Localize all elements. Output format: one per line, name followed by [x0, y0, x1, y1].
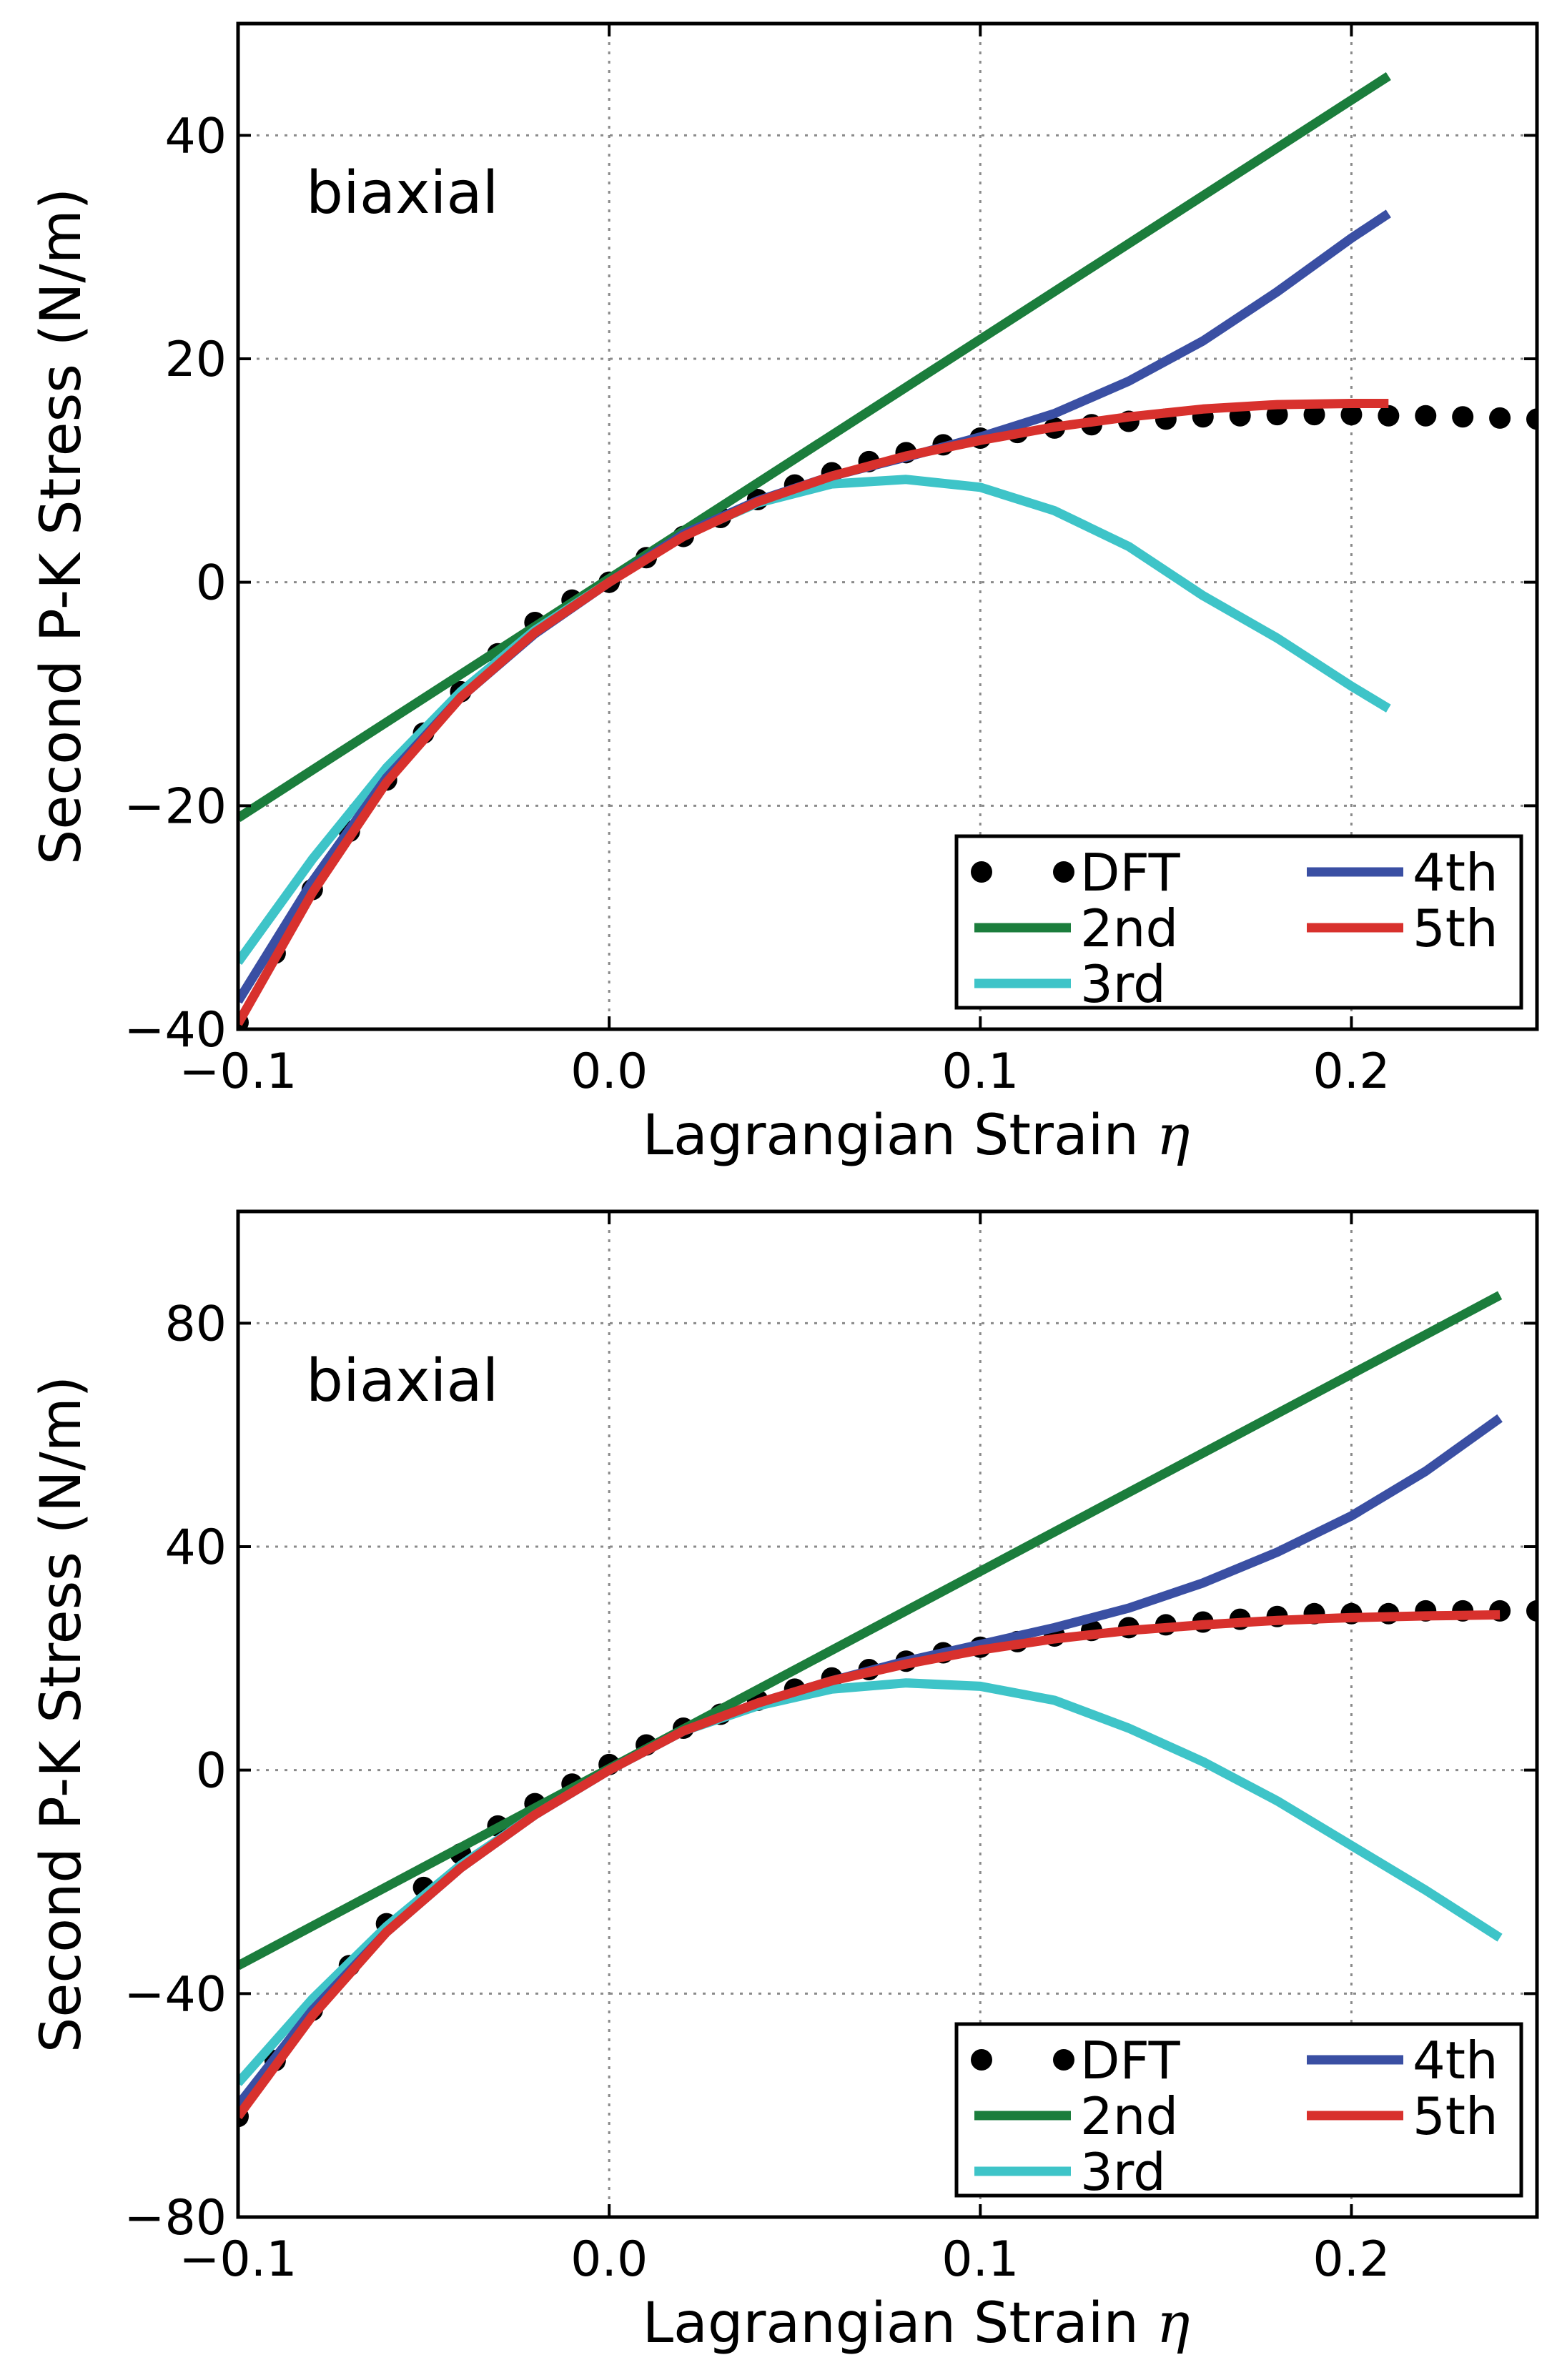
- x-axis-label: Lagrangian Strain η: [643, 1104, 1190, 1168]
- legend-marker: [1053, 2049, 1074, 2071]
- y-tick-label: −20: [124, 778, 227, 835]
- legend-label: 5th: [1413, 898, 1498, 958]
- y-tick-label: 20: [164, 332, 227, 388]
- legend-entry-dft: DFT: [971, 843, 1181, 903]
- x-tick-label: 0.2: [1313, 1043, 1390, 1100]
- legend-label: 3rd: [1080, 954, 1166, 1014]
- dft-point: [1489, 407, 1511, 429]
- legend-marker: [1053, 861, 1074, 883]
- legend-label: DFT: [1080, 843, 1181, 903]
- series-2nd-line: [238, 1291, 1503, 1970]
- legend-entry-2nd: 2nd: [974, 898, 1178, 958]
- legend-entry-5th: 5th: [1307, 2086, 1498, 2146]
- x-axis-label: Lagrangian Strain η: [643, 2291, 1190, 2356]
- y-tick-label: −80: [124, 2190, 227, 2246]
- x-tick-label: 0.1: [941, 2231, 1019, 2288]
- series-2nd-line: [238, 72, 1391, 822]
- legend-label: 4th: [1413, 2031, 1498, 2091]
- chart-panel-2: −0.1 0.0 0.1 0.2 −80 −40 0 40 80 Lagrangian Strai…: [29, 1209, 1539, 2356]
- dft-point: [1452, 406, 1474, 428]
- x-tick-label: 0.1: [941, 1043, 1019, 1100]
- y-tick-label: 80: [164, 1296, 227, 1352]
- series-5th-line: [238, 1610, 1501, 2120]
- y-tick-label: 40: [164, 1519, 227, 1576]
- x-tick-label: 0.0: [570, 1043, 648, 1100]
- series-4th-line: [238, 1414, 1503, 2108]
- legend-entry-3rd: 3rd: [974, 954, 1166, 1014]
- y-tick-label: −40: [124, 1966, 227, 2023]
- y-tick-label: −40: [124, 1002, 227, 1058]
- legend-label: 5th: [1413, 2086, 1498, 2146]
- legend-entry-5th: 5th: [1307, 898, 1498, 958]
- series-5th-line: [238, 399, 1389, 1026]
- x-tick-label: −0.1: [179, 2231, 297, 2288]
- x-tick-label: −0.1: [179, 1043, 297, 1100]
- y-tick-label: 40: [164, 108, 227, 164]
- dft-point: [1526, 1600, 1537, 1622]
- legend-marker: [971, 2049, 992, 2071]
- y-axis-label: Second P-K Stress (N/m): [29, 188, 94, 865]
- plot-area: [238, 1291, 1537, 2128]
- legend-entry-dft: DFT: [971, 2031, 1181, 2091]
- axes-frame: [236, 21, 1539, 1031]
- legend-entry-2nd: 2nd: [974, 2086, 1178, 2146]
- legend-entry-4th: 4th: [1307, 2031, 1498, 2091]
- axes-frame: [236, 1209, 1539, 2219]
- y-tick-label: 0: [196, 1743, 227, 1800]
- plot-area: [238, 72, 1537, 1029]
- legend-marker: [971, 861, 992, 883]
- x-tick-label: 0.0: [570, 2231, 648, 2288]
- legend-label: 3rd: [1080, 2142, 1166, 2202]
- biaxial-annotation: biaxial: [306, 1347, 498, 1415]
- legend-label: 2nd: [1080, 2086, 1178, 2146]
- dft-point: [1415, 405, 1437, 427]
- legend-entry-4th: 4th: [1307, 843, 1498, 903]
- legend-label: 4th: [1413, 843, 1498, 903]
- y-axis-label: Second P-K Stress (N/m): [29, 1376, 94, 2053]
- dft-point: [1526, 408, 1537, 430]
- x-tick-label: 0.2: [1313, 2231, 1390, 2288]
- series-3rd-line: [238, 475, 1391, 966]
- y-tick-label: 0: [196, 555, 227, 612]
- legend-entry-3rd: 3rd: [974, 2142, 1166, 2202]
- dft-point: [1378, 405, 1400, 427]
- legend-label: DFT: [1080, 2031, 1181, 2091]
- legend-label: 2nd: [1080, 898, 1178, 958]
- biaxial-annotation: biaxial: [306, 159, 498, 227]
- dft-point: [1340, 404, 1363, 426]
- dft-point: [1303, 404, 1325, 426]
- chart-panel-1: −0.1 0.0 0.1 0.2 −40 −20 0 20 40 Lagrangian Strai…: [29, 21, 1539, 1168]
